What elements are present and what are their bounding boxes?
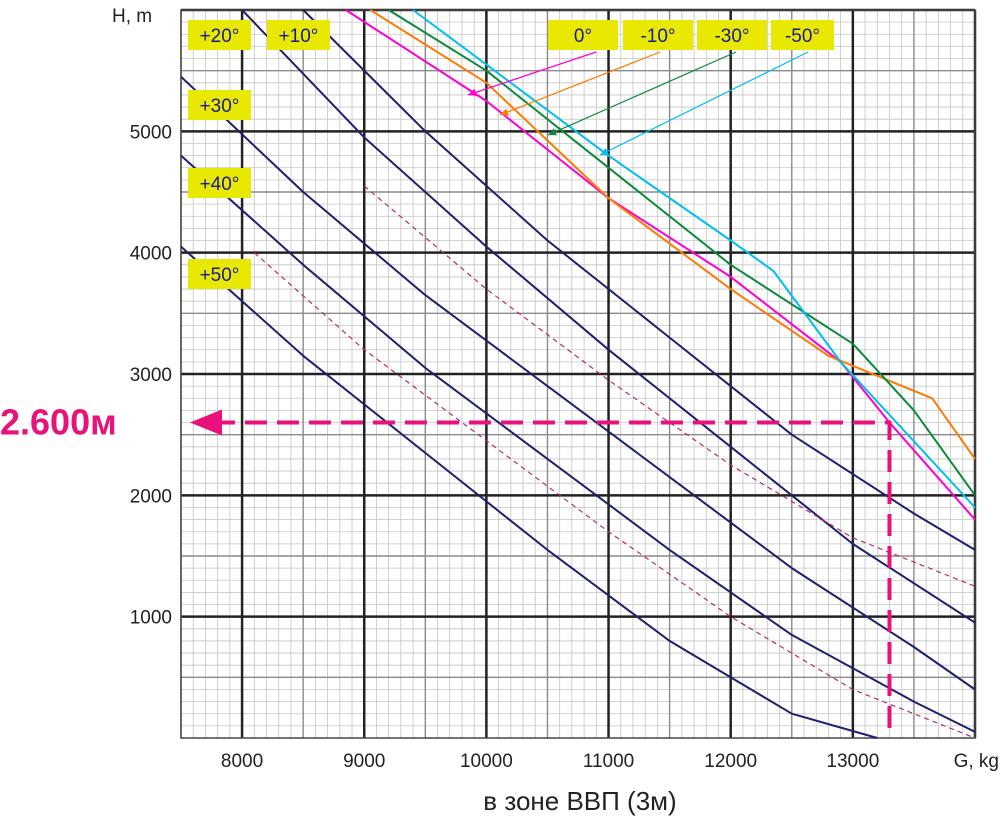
grid	[180, 8, 977, 739]
y-tick-label: 1000	[130, 608, 172, 629]
legend-tag-box	[623, 20, 693, 50]
axis-labels: 1000 2000 3000 4000 5000 8000 9000 10000 11000 12…	[112, 6, 999, 816]
legend-tag-box	[188, 90, 251, 120]
legend-pointer-line	[599, 51, 809, 156]
x-tick-label: 9000	[343, 751, 385, 772]
legend-tag-label: +30°	[200, 96, 240, 117]
y-tick-label: 3000	[130, 365, 172, 386]
legend-tag-box	[188, 259, 251, 289]
legend-tag-box	[548, 20, 618, 50]
x-axis-label: G, kg	[954, 751, 999, 772]
y-tick-label: 2000	[130, 486, 172, 507]
chart-caption: в зоне ВВП (3м)	[483, 786, 676, 816]
series-line-5	[241, 9, 976, 624]
series-line-6	[180, 75, 976, 691]
series-line-7	[180, 154, 976, 733]
y-tick-label: 4000	[130, 244, 172, 265]
annotation: 2.600м	[0, 402, 892, 728]
legend-pointer-arrowhead	[548, 128, 557, 136]
series-line-10	[253, 252, 976, 739]
legend-pointer-line	[547, 51, 737, 136]
x-tick-label: 10000	[460, 751, 513, 772]
legend-pointer-line	[467, 51, 597, 96]
legend-tag-label: +50°	[200, 265, 240, 286]
legend-pointer-arrowhead	[600, 147, 609, 155]
series-line-4	[302, 9, 976, 551]
legend-pointer-line	[499, 51, 661, 116]
legend-tag-label: -10°	[640, 26, 675, 47]
legend-pointer-arrowhead	[468, 88, 477, 97]
y-axis-label: H, m	[112, 6, 152, 27]
legend-tag-box	[188, 20, 251, 50]
series-line-1	[369, 9, 976, 460]
y-tick-label: 5000	[130, 122, 172, 143]
legend-tag-box	[771, 20, 834, 50]
series-group	[180, 9, 976, 739]
x-tick-label: 11000	[583, 751, 634, 772]
annotation-dashed-path	[222, 420, 892, 728]
x-tick-label: 8000	[221, 751, 263, 772]
series-line-9	[363, 185, 976, 587]
legend-tag-label: +40°	[200, 174, 240, 195]
legend-pointer-arrowhead	[500, 108, 509, 116]
series-line-2	[388, 9, 976, 496]
plot-border	[180, 9, 976, 739]
legend-tag-box	[697, 20, 767, 50]
legend-tags: +20° +10° +30° +40° +50° 0° -10° -30° -50°	[188, 20, 834, 289]
legend-tag-box	[267, 20, 330, 50]
legend-tag-label: +20°	[200, 26, 240, 47]
legend-tag-label: -50°	[785, 26, 820, 47]
annotation-arrowhead	[190, 409, 222, 436]
x-tick-label: 12000	[704, 751, 757, 772]
series-line-3	[412, 9, 976, 509]
annotation-label: 2.600м	[0, 402, 117, 443]
x-tick-label: 13000	[826, 751, 879, 772]
legend-tag-label: 0°	[574, 26, 592, 47]
legend-tag-box	[188, 168, 251, 198]
legend-tag-label: -30°	[714, 26, 749, 47]
legend-tag-label: +10°	[279, 26, 319, 47]
series-line-8	[180, 245, 878, 739]
